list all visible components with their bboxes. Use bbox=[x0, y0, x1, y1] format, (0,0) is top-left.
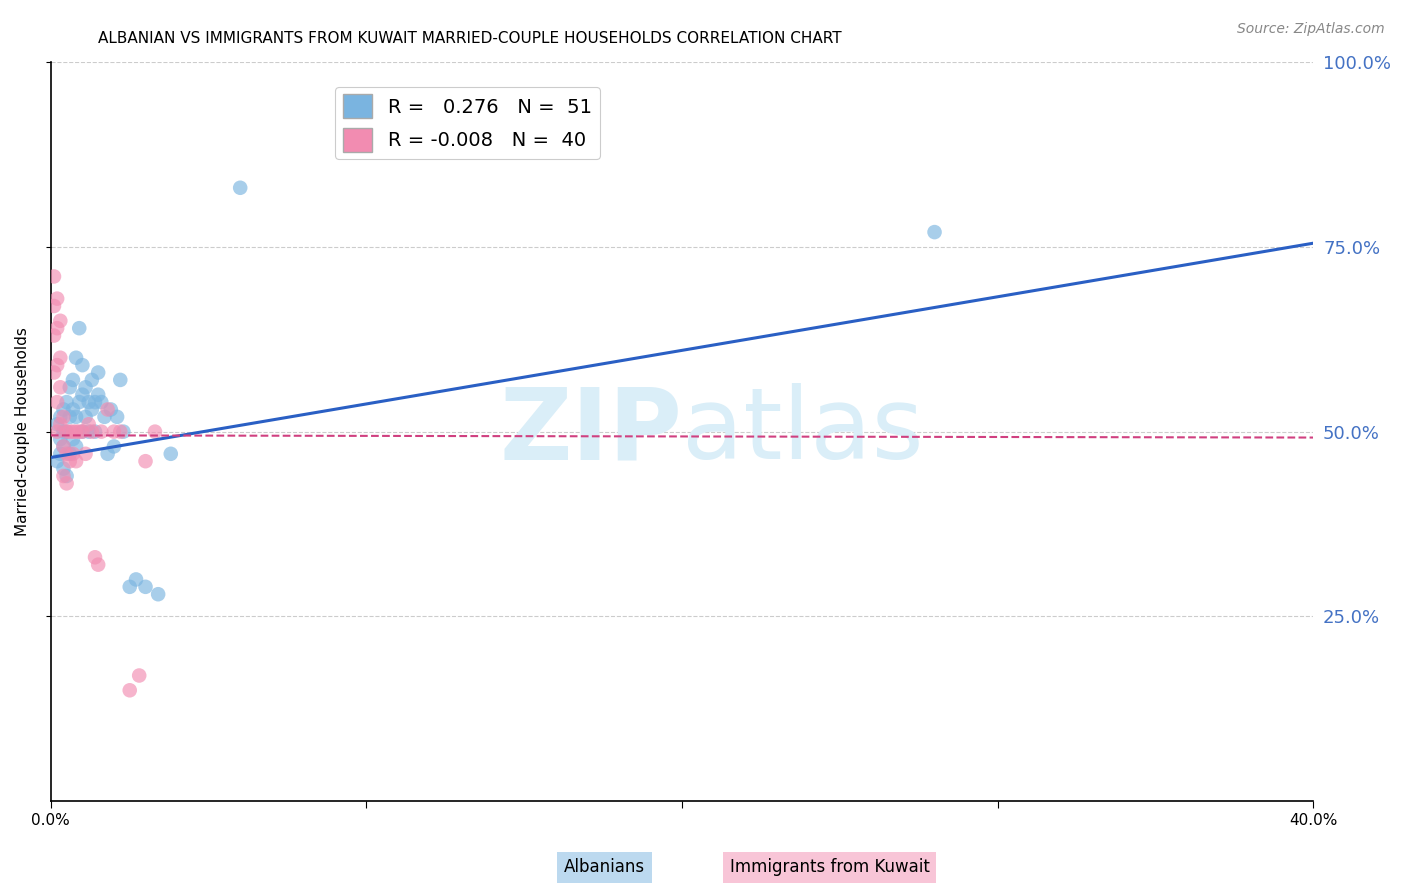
Point bbox=[46, 425, 69, 439]
Point bbox=[77, 395, 100, 409]
Point bbox=[62, 432, 84, 446]
Point bbox=[84, 395, 107, 409]
Point bbox=[80, 425, 103, 439]
Point bbox=[93, 409, 115, 424]
Point bbox=[55, 425, 77, 439]
Point bbox=[49, 409, 72, 424]
Legend: R =   0.276   N =  51, R = -0.008   N =  40: R = 0.276 N = 51, R = -0.008 N = 40 bbox=[335, 87, 599, 160]
Point bbox=[52, 469, 75, 483]
Point bbox=[59, 447, 82, 461]
Point bbox=[55, 447, 77, 461]
Point bbox=[46, 395, 69, 409]
Point bbox=[42, 328, 65, 343]
Point bbox=[55, 425, 77, 439]
Point bbox=[125, 573, 148, 587]
Point bbox=[103, 425, 125, 439]
Point bbox=[62, 447, 84, 461]
Point bbox=[52, 402, 75, 417]
Point bbox=[84, 425, 107, 439]
Point bbox=[49, 351, 72, 365]
Y-axis label: Married-couple Households: Married-couple Households bbox=[15, 327, 30, 536]
Point bbox=[159, 447, 181, 461]
Point bbox=[65, 454, 87, 468]
Point bbox=[80, 402, 103, 417]
Point bbox=[72, 387, 94, 401]
Point bbox=[62, 373, 84, 387]
Point bbox=[65, 425, 87, 439]
Point bbox=[118, 580, 141, 594]
Point bbox=[62, 402, 84, 417]
Point bbox=[100, 402, 122, 417]
Point bbox=[49, 417, 72, 432]
Text: Source: ZipAtlas.com: Source: ZipAtlas.com bbox=[1237, 22, 1385, 37]
Text: Immigrants from Kuwait: Immigrants from Kuwait bbox=[730, 858, 929, 876]
Point bbox=[46, 292, 69, 306]
Point bbox=[77, 425, 100, 439]
Text: atlas: atlas bbox=[682, 384, 924, 480]
Point bbox=[87, 387, 110, 401]
Point bbox=[55, 469, 77, 483]
Point bbox=[134, 580, 156, 594]
Point bbox=[46, 454, 69, 468]
Point bbox=[65, 351, 87, 365]
Point bbox=[97, 447, 120, 461]
Point bbox=[49, 432, 72, 446]
Point bbox=[87, 366, 110, 380]
Point bbox=[49, 380, 72, 394]
Point bbox=[72, 425, 94, 439]
Point bbox=[46, 321, 69, 335]
Point bbox=[112, 425, 135, 439]
Point bbox=[65, 439, 87, 453]
Point bbox=[46, 417, 69, 432]
Point bbox=[52, 409, 75, 424]
Point bbox=[80, 373, 103, 387]
Point bbox=[103, 439, 125, 453]
Point bbox=[143, 425, 166, 439]
Point bbox=[924, 225, 946, 239]
Text: ZIP: ZIP bbox=[499, 384, 682, 480]
Point bbox=[75, 447, 97, 461]
Point bbox=[110, 425, 132, 439]
Point bbox=[75, 409, 97, 424]
Point bbox=[105, 409, 128, 424]
Point bbox=[110, 373, 132, 387]
Point bbox=[72, 425, 94, 439]
Point bbox=[87, 558, 110, 572]
Point bbox=[52, 439, 75, 453]
Point bbox=[59, 380, 82, 394]
Point bbox=[52, 461, 75, 475]
Point bbox=[59, 425, 82, 439]
Point bbox=[134, 454, 156, 468]
Point bbox=[84, 550, 107, 565]
Point bbox=[49, 447, 72, 461]
Point bbox=[118, 683, 141, 698]
Point bbox=[75, 380, 97, 394]
Point bbox=[128, 668, 150, 682]
Point bbox=[55, 476, 77, 491]
Point bbox=[46, 358, 69, 372]
Point bbox=[90, 425, 112, 439]
Point bbox=[67, 321, 90, 335]
Point bbox=[229, 181, 252, 195]
Point bbox=[59, 454, 82, 468]
Point bbox=[72, 358, 94, 372]
Point bbox=[52, 439, 75, 453]
Point bbox=[42, 299, 65, 313]
Point bbox=[55, 395, 77, 409]
Point bbox=[97, 402, 120, 417]
Point bbox=[42, 269, 65, 284]
Point bbox=[67, 425, 90, 439]
Point bbox=[65, 409, 87, 424]
Point bbox=[146, 587, 169, 601]
Point bbox=[62, 425, 84, 439]
Point bbox=[49, 314, 72, 328]
Point bbox=[52, 425, 75, 439]
Point bbox=[90, 395, 112, 409]
Point bbox=[67, 395, 90, 409]
Point bbox=[77, 417, 100, 432]
Text: ALBANIAN VS IMMIGRANTS FROM KUWAIT MARRIED-COUPLE HOUSEHOLDS CORRELATION CHART: ALBANIAN VS IMMIGRANTS FROM KUWAIT MARRI… bbox=[98, 31, 842, 46]
Text: Albanians: Albanians bbox=[564, 858, 645, 876]
Point bbox=[42, 366, 65, 380]
Point bbox=[59, 409, 82, 424]
